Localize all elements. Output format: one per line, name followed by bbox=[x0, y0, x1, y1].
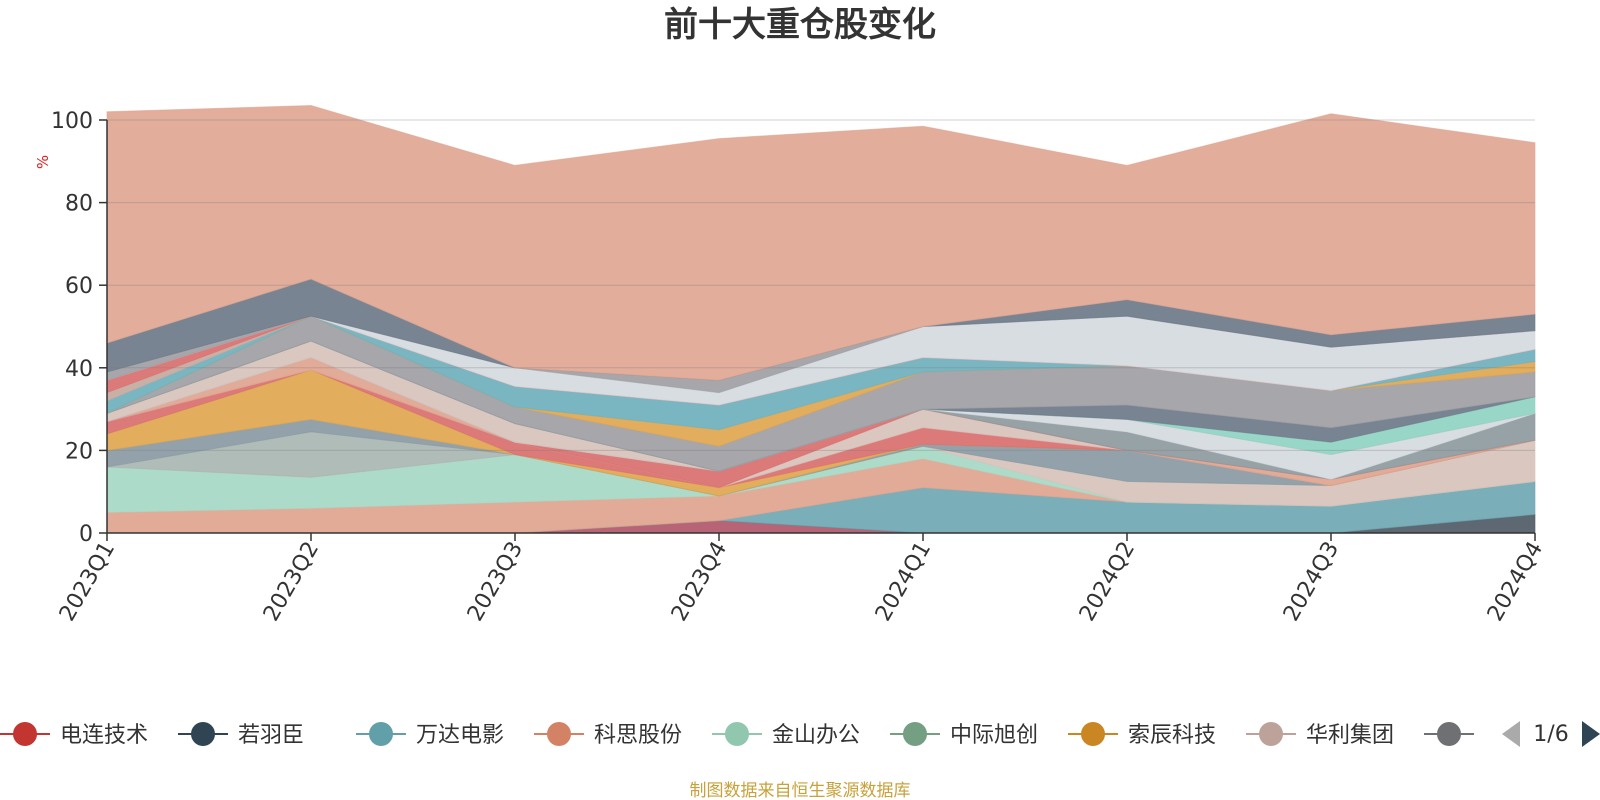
plot-area: 0 20 40 60 80 100 2023Q1 2023Q2 2023Q3 2023Q4 2024… bbox=[51, 105, 1548, 626]
legend-marker bbox=[13, 722, 37, 746]
legend-marker bbox=[1081, 722, 1105, 746]
legend-marker bbox=[1437, 722, 1461, 746]
legend-item[interactable]: 电连技术 bbox=[0, 722, 148, 748]
legend-prev-page-icon[interactable] bbox=[1502, 721, 1520, 747]
y-tick-label: 100 bbox=[51, 109, 93, 134]
legend-label: 金山办公 bbox=[772, 723, 860, 748]
legend-marker bbox=[725, 722, 749, 746]
legend-item[interactable]: 金山办公 bbox=[712, 722, 860, 748]
legend-next-page-icon[interactable] bbox=[1582, 721, 1600, 747]
x-tick-label: 2024Q4 bbox=[1483, 538, 1548, 626]
x-tick-label: 2023Q1 bbox=[55, 538, 120, 626]
y-tick-label: 80 bbox=[65, 192, 93, 217]
legend-marker bbox=[191, 722, 215, 746]
area-series-27 bbox=[106, 105, 1536, 381]
legend-item[interactable]: 信维通信 bbox=[1424, 722, 1572, 748]
x-tick-label: 2023Q4 bbox=[667, 538, 732, 626]
legend-page-indicator: 1/6 bbox=[1533, 722, 1568, 747]
legend-item[interactable]: 华利集团 bbox=[1246, 722, 1394, 748]
legend-marker bbox=[1259, 722, 1283, 746]
legend-item[interactable]: 索辰科技 bbox=[1068, 722, 1216, 748]
x-tick-label: 2024Q2 bbox=[1075, 538, 1140, 626]
x-tick-label: 2023Q2 bbox=[259, 538, 324, 626]
y-axis-label: % bbox=[34, 155, 52, 169]
legend-item[interactable]: 若羽臣 bbox=[178, 722, 304, 748]
legend-label: 华利集团 bbox=[1306, 723, 1394, 748]
y-tick-label: 60 bbox=[65, 274, 93, 299]
x-tick-label: 2023Q3 bbox=[463, 538, 528, 626]
y-tick-label: 0 bbox=[79, 522, 93, 547]
legend-label: 万达电影 bbox=[416, 723, 504, 748]
legend-item[interactable]: 科思股份 bbox=[534, 722, 682, 748]
x-tick-label: 2024Q3 bbox=[1279, 538, 1344, 626]
chart-title: 前十大重仓股变化 bbox=[664, 5, 936, 45]
legend-label: 中际旭创 bbox=[950, 723, 1038, 748]
legend-marker bbox=[369, 722, 393, 746]
data-source-note: 制图数据来自恒生聚源数据库 bbox=[690, 781, 911, 800]
area-series-group bbox=[106, 105, 1536, 534]
y-tick-label: 20 bbox=[65, 439, 93, 464]
legend-marker bbox=[903, 722, 927, 746]
legend-label: 电连技术 bbox=[60, 723, 148, 748]
legend: 电连技术 若羽臣 万达电影 科思股份 金山办公 中际旭创 索辰科技 华利集团 信维通信 1/6 bbox=[0, 721, 1600, 748]
x-tick-label: 2024Q1 bbox=[871, 538, 936, 626]
y-tick-label: 40 bbox=[65, 357, 93, 382]
legend-label: 若羽臣 bbox=[238, 723, 304, 748]
legend-marker bbox=[547, 722, 571, 746]
legend-item[interactable]: 中际旭创 bbox=[890, 722, 1038, 748]
legend-item[interactable]: 万达电影 bbox=[356, 722, 504, 748]
grid-lines bbox=[107, 119, 1535, 451]
legend-label: 科思股份 bbox=[594, 723, 682, 748]
legend-label: 索辰科技 bbox=[1128, 723, 1216, 748]
